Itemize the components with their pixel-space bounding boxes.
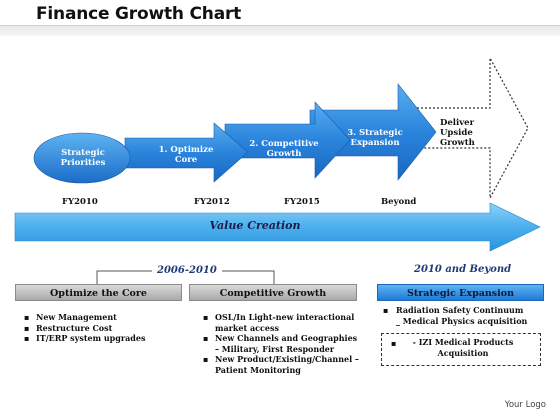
year-label: FY2012 (194, 197, 230, 207)
deliver-arrow (404, 57, 529, 199)
strategic-line-1: Radiation Safety Continuum (396, 305, 524, 315)
optimize-bullets: New Management Restructure Cost IT/ERP s… (24, 312, 184, 344)
period-bracket (96, 270, 275, 284)
title-divider (0, 25, 560, 26)
optimize-core-label: 1. Optimize Core (158, 145, 214, 165)
list-item: OSL/In Light-new interactional market ac… (203, 312, 363, 333)
strategic-priorities-ellipse (33, 132, 131, 184)
optimize-core-box: Optimize the Core (15, 284, 182, 301)
strategic-bullet-marker: ▪ (383, 305, 389, 315)
strategic-expansion-box: Strategic Expansion (377, 284, 544, 301)
year-label: FY2010 (62, 197, 98, 207)
list-item: New Product/Existing/Channel – Patient M… (203, 354, 363, 375)
period-2006-label: 2006-2010 (157, 265, 217, 276)
strategic-line-2: _ Medical Physics acquisition (396, 316, 528, 326)
strategic-dashed-text: - IZI Medical Products Acquisition (412, 337, 514, 358)
strategic-expansion-label: 3. Strategic Expansion (347, 128, 403, 148)
competitive-bullets: OSL/In Light-new interactional market ac… (203, 312, 363, 375)
list-item: IT/ERP system upgrades (24, 333, 184, 344)
optimize-core-arrow (124, 122, 249, 183)
competitive-growth-box: Competitive Growth (189, 284, 357, 301)
strategic-dashed-bullet: ▪ (391, 338, 397, 348)
year-label: FY2015 (284, 197, 320, 207)
list-item: New Management (24, 312, 184, 323)
value-creation-label: Value Creation (209, 219, 301, 232)
year-label: Beyond (381, 197, 417, 207)
strategic-dashed-box (381, 333, 541, 366)
competitive-growth-label: 2. Competitive Growth (249, 139, 319, 159)
list-item: Restructure Cost (24, 323, 184, 334)
list-item: New Channels and Geographies – Military,… (203, 333, 363, 354)
page-title: Finance Growth Chart (36, 4, 242, 24)
title-band (0, 26, 560, 36)
logo-placeholder: Your Logo (504, 400, 546, 410)
period-2010-label: 2010 and Beyond (414, 264, 512, 275)
value-creation-arrow (14, 202, 541, 252)
strategic-priorities-label: Strategic Priorities (60, 148, 106, 168)
deliver-growth-label: Deliver Upside Growth (440, 118, 475, 148)
